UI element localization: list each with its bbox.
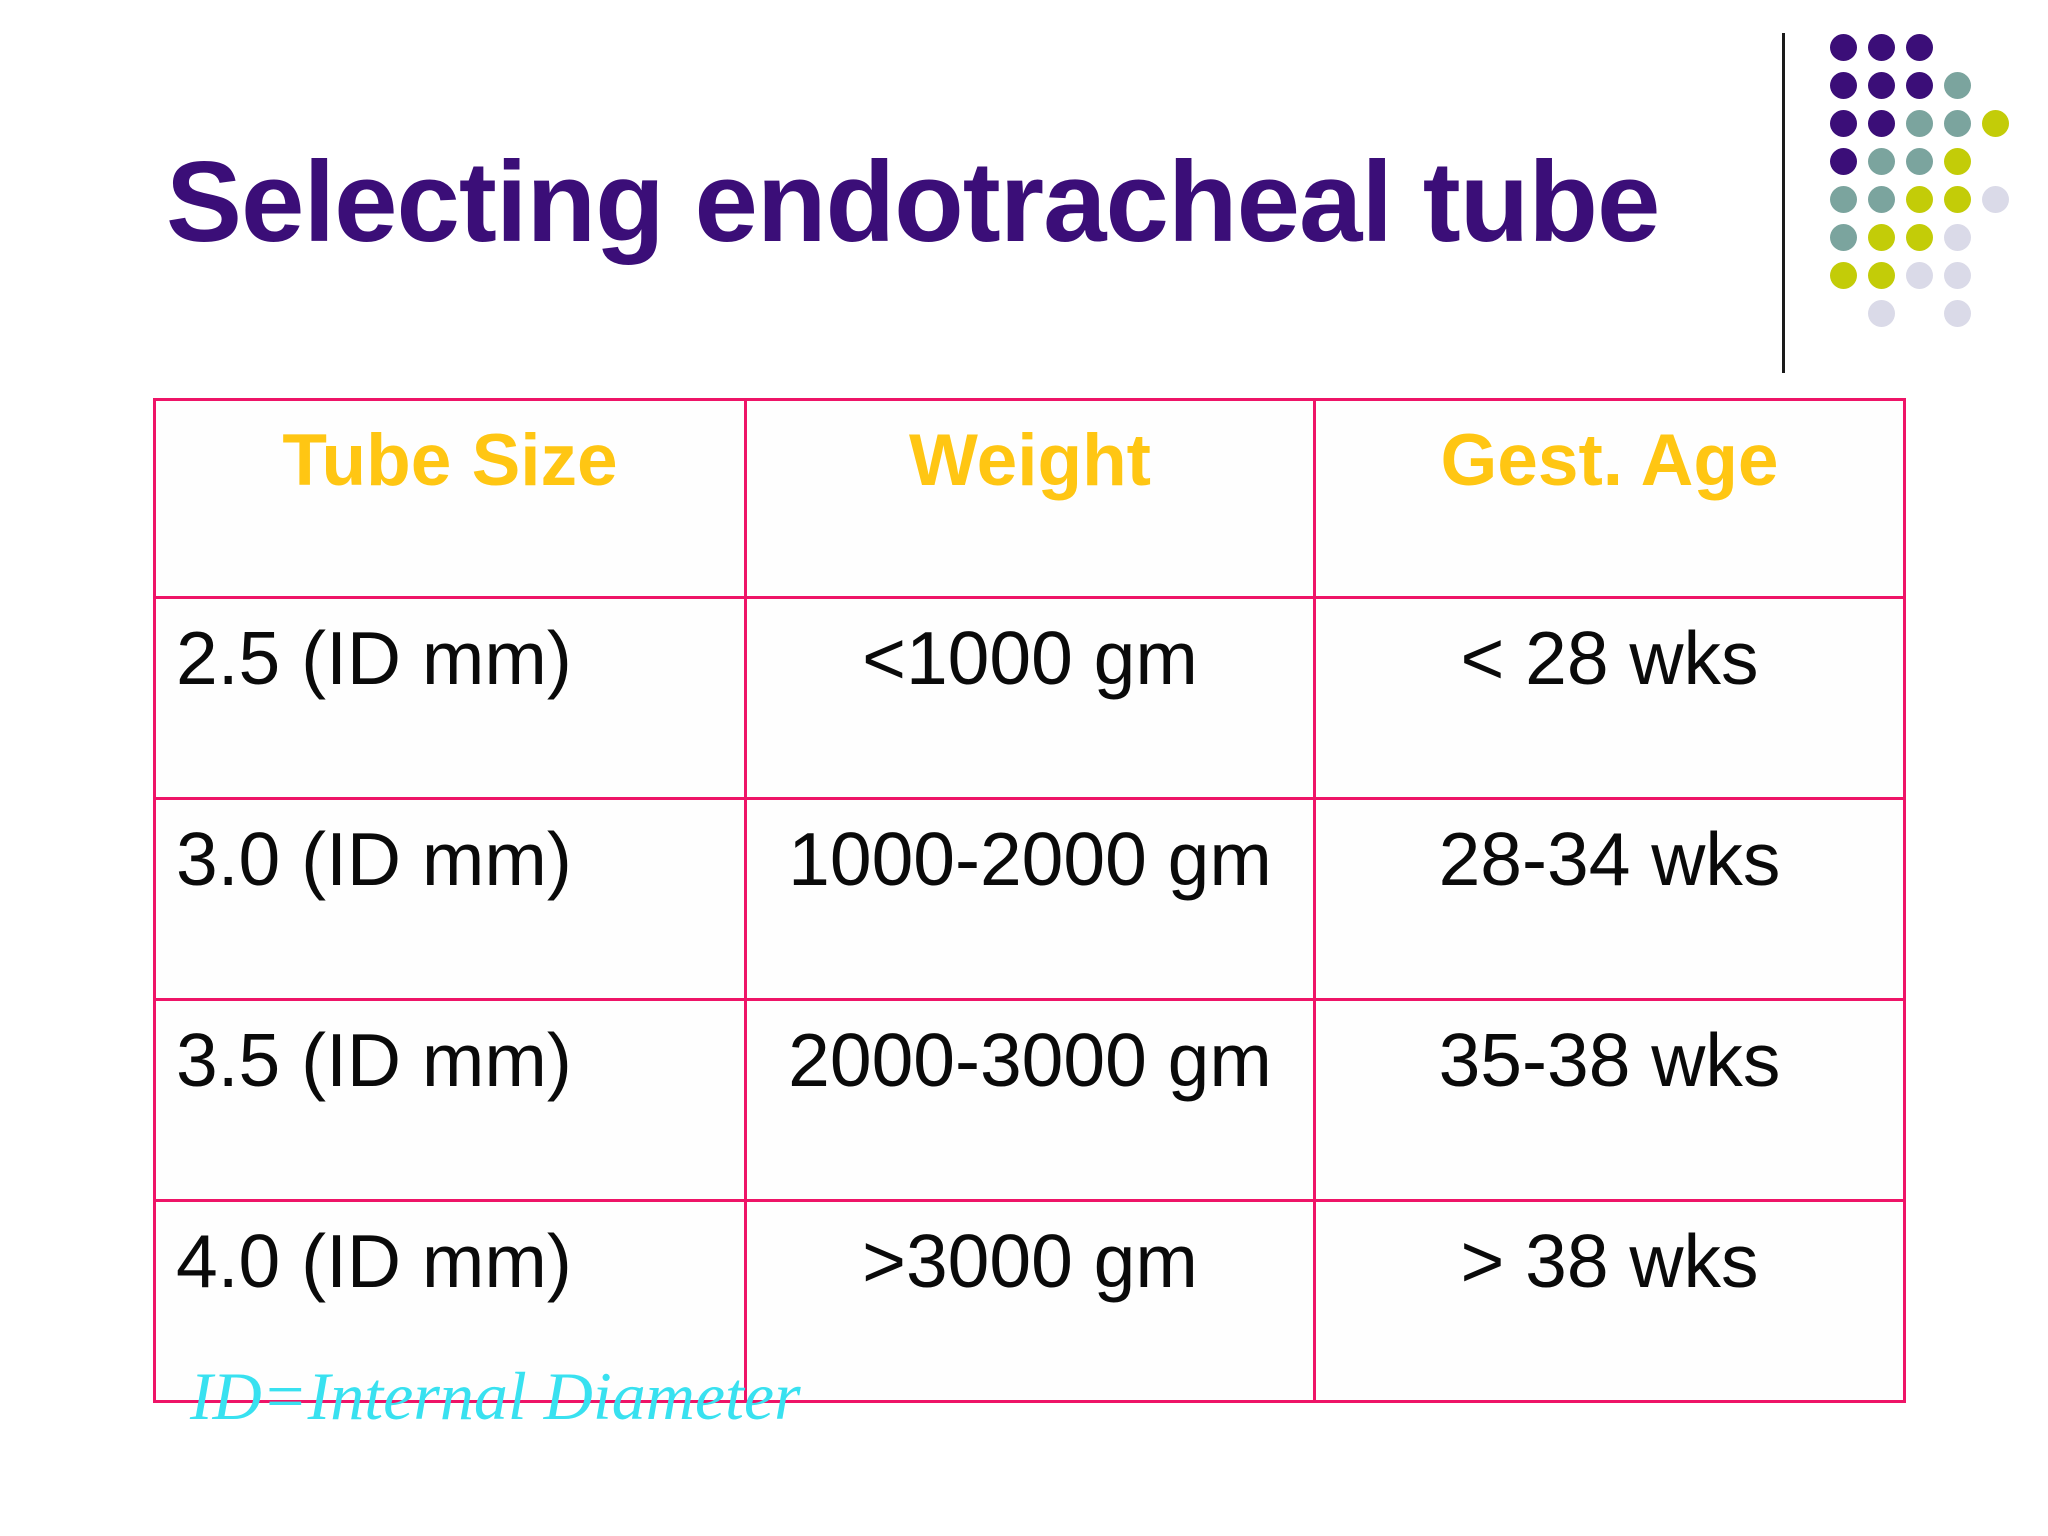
table-row: 4.0 (ID mm) >3000 gm > 38 wks [153, 1199, 1906, 1403]
table-row: 2.5 (ID mm) <1000 gm < 28 wks [153, 596, 1906, 800]
tube-size-table: Tube Size Weight Gest. Age 2.5 (ID mm) <… [153, 398, 1906, 1403]
dot-lavender-icon [1943, 223, 1971, 251]
cell-tube-size: 2.5 (ID mm) [153, 596, 747, 800]
dot-teal-icon [1829, 185, 1857, 213]
page-title: Selecting endotracheal tube [166, 139, 1660, 266]
dot-purple-icon [1867, 71, 1895, 99]
cell-tube-size: 3.0 (ID mm) [153, 797, 747, 1001]
dot-yellow-icon [1981, 109, 2009, 137]
table-row: 3.0 (ID mm) 1000-2000 gm 28-34 wks [153, 797, 1906, 1001]
dot-purple-icon [1867, 33, 1895, 61]
footnote: ID=Internal Diameter [190, 1358, 801, 1434]
dot-purple-icon [1867, 109, 1895, 137]
table-header-row: Tube Size Weight Gest. Age [153, 398, 1906, 599]
cell-gest-age: < 28 wks [1313, 596, 1906, 800]
dot-lavender-icon [1943, 299, 1971, 327]
dot-purple-icon [1905, 71, 1933, 99]
dot-lavender-icon [1905, 261, 1933, 289]
dot-teal-icon [1905, 109, 1933, 137]
column-header-weight: Weight [744, 398, 1316, 599]
dot-teal-icon [1943, 109, 1971, 137]
table-row: 3.5 (ID mm) 2000-3000 gm 35-38 wks [153, 998, 1906, 1202]
cell-tube-size: 3.5 (ID mm) [153, 998, 747, 1202]
dot-purple-icon [1829, 71, 1857, 99]
dot-yellow-icon [1943, 147, 1971, 175]
vertical-divider-line [1782, 33, 1785, 373]
dot-teal-icon [1867, 185, 1895, 213]
cell-gest-age: > 38 wks [1313, 1199, 1906, 1403]
dot-teal-icon [1905, 147, 1933, 175]
cell-weight: 2000-3000 gm [744, 998, 1316, 1202]
dot-purple-icon [1829, 109, 1857, 137]
dot-lavender-icon [1867, 299, 1895, 327]
column-header-gest-age: Gest. Age [1313, 398, 1906, 599]
cell-weight: 1000-2000 gm [744, 797, 1316, 1001]
cell-gest-age: 28-34 wks [1313, 797, 1906, 1001]
dot-lavender-icon [1943, 261, 1971, 289]
dot-teal-icon [1943, 71, 1971, 99]
cell-weight: <1000 gm [744, 596, 1316, 800]
dot-yellow-icon [1829, 261, 1857, 289]
dot-purple-icon [1829, 33, 1857, 61]
dot-yellow-icon [1867, 223, 1895, 251]
column-header-tube-size: Tube Size [153, 398, 747, 599]
dot-yellow-icon [1905, 223, 1933, 251]
dots-decoration-icon [1824, 28, 2014, 332]
cell-weight: >3000 gm [744, 1199, 1316, 1403]
cell-gest-age: 35-38 wks [1313, 998, 1906, 1202]
dot-purple-icon [1905, 33, 1933, 61]
dot-yellow-icon [1943, 185, 1971, 213]
dot-yellow-icon [1867, 261, 1895, 289]
dot-purple-icon [1829, 147, 1857, 175]
dot-teal-icon [1829, 223, 1857, 251]
dot-lavender-icon [1981, 185, 2009, 213]
dot-yellow-icon [1905, 185, 1933, 213]
dot-teal-icon [1867, 147, 1895, 175]
cell-tube-size: 4.0 (ID mm) [153, 1199, 747, 1403]
